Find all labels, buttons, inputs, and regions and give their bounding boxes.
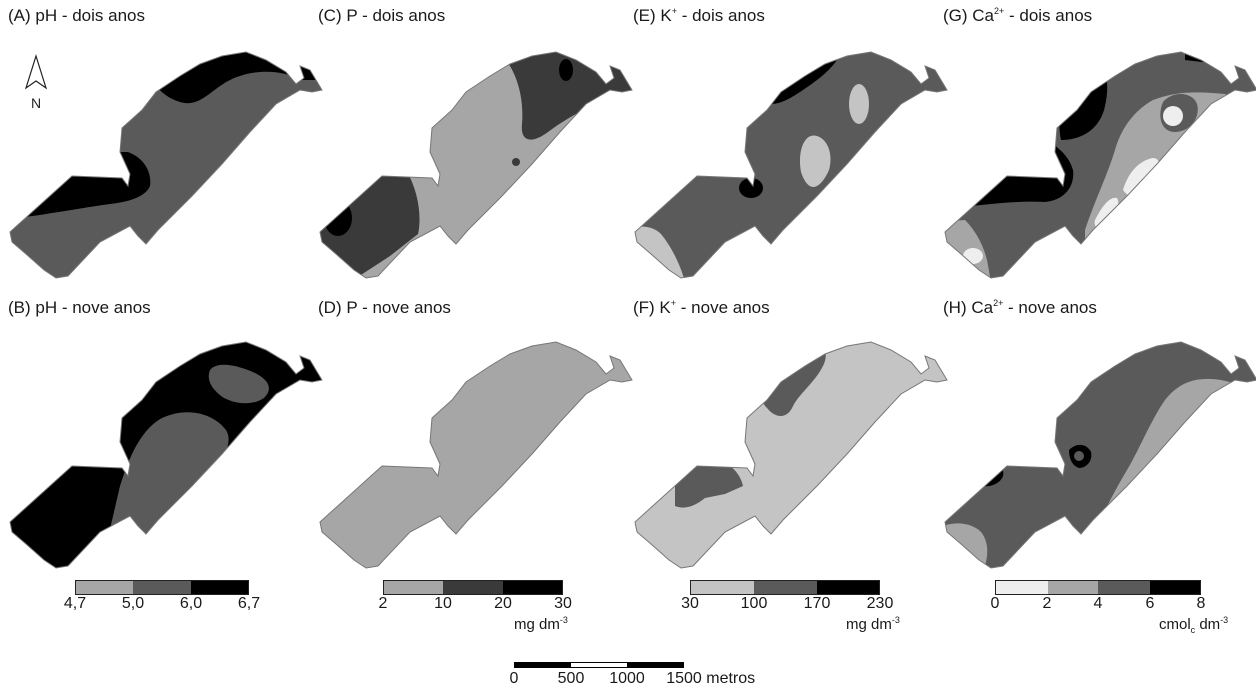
legend-p-unit: mg dm-3 — [514, 615, 568, 633]
scale-bar-label-0: 0 — [509, 670, 519, 687]
legend-ca-seg-3 — [1098, 581, 1150, 594]
legend-ca-tick-4: 8 — [1196, 595, 1206, 612]
scale-bar-label-2: 1000 — [609, 670, 645, 687]
scale-bar-label-1: 500 — [557, 670, 585, 687]
legend-k-tick-1: 100 — [740, 595, 768, 612]
north-label: N — [31, 95, 41, 111]
legend-p-tick-2: 20 — [494, 595, 512, 612]
legend-ca-unit: cmolc dm-3 — [1159, 615, 1229, 635]
legend-k-tick-0: 30 — [681, 595, 699, 612]
legend-p-seg-2 — [443, 581, 503, 594]
scale-bar-seg-1 — [515, 663, 571, 667]
legend-k-seg-3 — [816, 581, 880, 594]
map-panel-F — [634, 341, 948, 569]
map-panel-C — [319, 51, 633, 279]
legend-k-unit: mg dm-3 — [846, 615, 900, 633]
legend-ph-seg-2 — [133, 581, 191, 594]
legend-ph-seg-1 — [76, 581, 134, 594]
panel-title-D: (D) P - nove anos — [318, 298, 451, 317]
legend-ca-seg-4 — [1149, 581, 1200, 594]
legend-ph-seg-3 — [190, 581, 248, 594]
legend-ph-tick-1: 5,0 — [121, 595, 145, 612]
scale-bar-seg-2 — [571, 663, 627, 667]
legend-ca-seg-1 — [996, 581, 1048, 594]
map-panel-E — [634, 51, 948, 279]
panel-title-C: (C) P - dois anos — [318, 6, 446, 25]
map-panel-H — [944, 341, 1256, 569]
legend-ph-tick-0: 4,7 — [63, 595, 87, 612]
legend-ca: 0 2 4 6 8 cmolc dm-3 — [991, 580, 1235, 635]
legend-p-tick-0: 2 — [378, 595, 388, 612]
legend-k: 30 100 170 230 mg dm-3 — [681, 580, 930, 635]
legend-ca-tick-3: 6 — [1145, 595, 1155, 612]
map-panel-G — [944, 51, 1256, 279]
legend-ca-tick-1: 2 — [1042, 595, 1052, 612]
legend-p: 2 10 20 30 mg dm-3 — [379, 580, 613, 635]
legend-p-tick-3: 30 — [554, 595, 572, 612]
scale-bar-seg-3 — [627, 663, 683, 667]
legend-ph-tick-3: 6,7 — [237, 595, 261, 612]
map-panel-D — [319, 341, 633, 569]
legend-k-seg-2 — [754, 581, 817, 594]
legend-ph-tick-2: 6,0 — [179, 595, 203, 612]
scale-bar-label-3: 1500 metros — [666, 670, 756, 687]
panel-title-G: (G) Ca2+ - dois anos — [943, 6, 1093, 25]
legend-p-seg-3 — [502, 581, 562, 594]
legend-p-seg-1 — [384, 581, 444, 594]
legend-p-tick-1: 10 — [434, 595, 452, 612]
map-panel-B — [9, 341, 323, 569]
legend-ca-tick-0: 0 — [990, 595, 1000, 612]
legend-k-seg-1 — [691, 581, 755, 594]
legend-k-tick-3: 230 — [866, 595, 894, 612]
panel-title-H: (H) Ca2+ - nove anos — [943, 298, 1097, 317]
map-panel-A — [9, 51, 323, 279]
panel-title-A: (A) pH - dois anos — [8, 6, 145, 25]
north-arrow-icon: N — [24, 54, 48, 111]
panel-title-F: (F) K+ - nove anos — [633, 298, 770, 317]
legend-ca-tick-2: 4 — [1093, 595, 1103, 612]
legend-k-tick-2: 170 — [803, 595, 831, 612]
legend-ph: 4,7 5,0 6,0 6,7 — [64, 580, 260, 635]
panel-title-E: (E) K+ - dois anos — [633, 6, 765, 25]
panel-title-B: (B) pH - nove anos — [8, 298, 151, 317]
legend-ca-seg-2 — [1047, 581, 1098, 594]
